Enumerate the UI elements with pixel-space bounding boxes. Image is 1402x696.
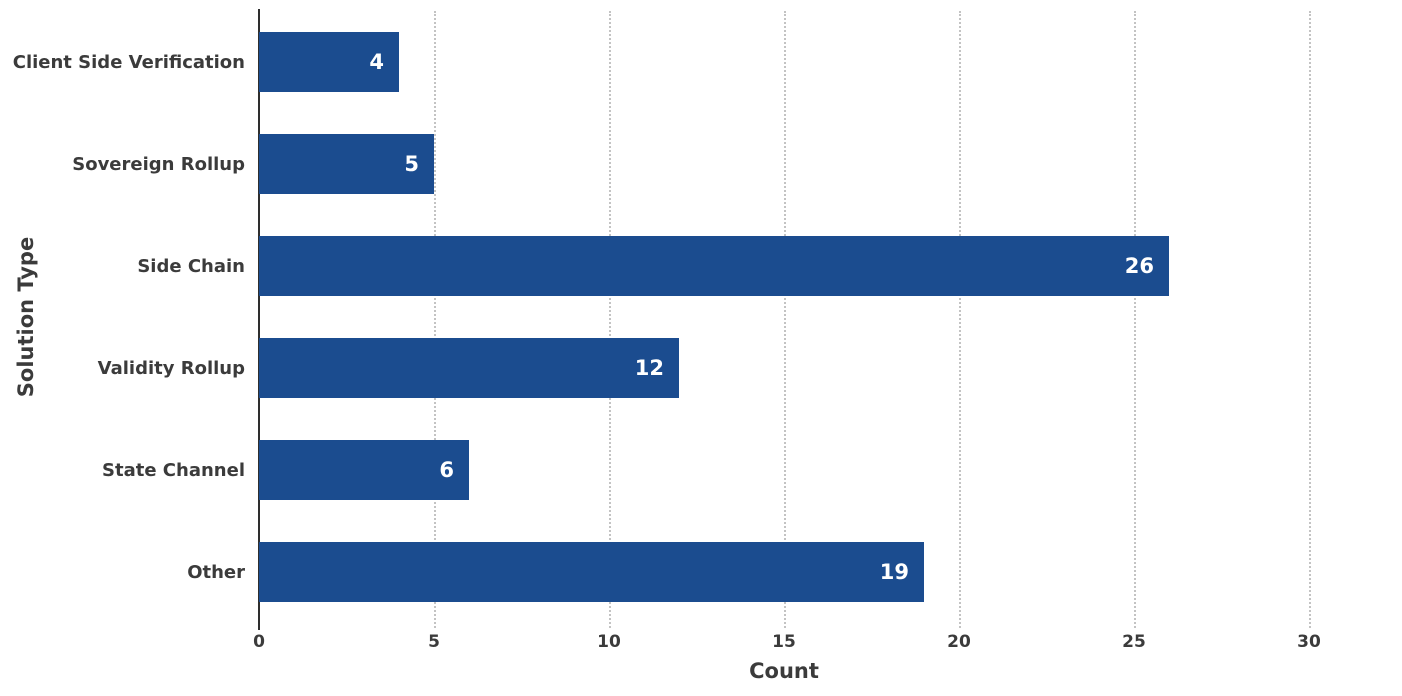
- category-label-sovereign-rollup: Sovereign Rollup: [72, 153, 245, 175]
- category-label-client-side-verification: Client Side Verification: [12, 51, 245, 73]
- category-label-state-channel: State Channel: [102, 459, 245, 481]
- x-tick-label-0: 0: [253, 632, 265, 652]
- gridline-x-15: [784, 11, 786, 628]
- gridline-x-25: [1134, 11, 1136, 628]
- bar-value-label: 26: [1124, 253, 1154, 278]
- x-tick-label-30: 30: [1297, 632, 1321, 652]
- bar-value-label: 6: [439, 457, 454, 482]
- x-tick-label-5: 5: [428, 632, 440, 652]
- bar-row: 4: [259, 11, 1309, 113]
- bar-client-side-verification: 4: [259, 32, 399, 92]
- bar-row: 12: [259, 317, 1309, 419]
- bar-side-chain: 26: [259, 236, 1169, 296]
- x-tick-label-15: 15: [772, 632, 796, 652]
- category-axis-labels: Client Side Verification Sovereign Rollup…: [0, 11, 245, 623]
- x-tick-label-25: 25: [1122, 632, 1146, 652]
- bar-value-label: 12: [634, 355, 664, 380]
- bar-value-label: 5: [404, 151, 419, 176]
- bar-state-channel: 6: [259, 440, 469, 500]
- x-axis-title: Count: [749, 659, 819, 683]
- bar-row: 5: [259, 113, 1309, 215]
- category-label-side-chain: Side Chain: [137, 255, 245, 277]
- bar-sovereign-rollup: 5: [259, 134, 434, 194]
- gridline-x-30: [1309, 11, 1311, 628]
- gridline-x-5: [434, 11, 436, 628]
- x-tick-label-10: 10: [597, 632, 621, 652]
- bar-value-label: 19: [879, 559, 909, 584]
- bar-row: 26: [259, 215, 1309, 317]
- y-axis-line: [258, 9, 260, 630]
- x-tick-label-20: 20: [947, 632, 971, 652]
- bar-row: 6: [259, 419, 1309, 521]
- plot-area: 4 5 26 12 6 19: [259, 11, 1311, 628]
- category-label-validity-rollup: Validity Rollup: [97, 357, 245, 379]
- bar-validity-rollup: 12: [259, 338, 679, 398]
- gridline-x-20: [959, 11, 961, 628]
- category-label-other: Other: [187, 561, 245, 583]
- gridline-x-10: [609, 11, 611, 628]
- bar-row: 19: [259, 521, 1309, 623]
- bar-other: 19: [259, 542, 924, 602]
- bar-value-label: 4: [369, 49, 384, 74]
